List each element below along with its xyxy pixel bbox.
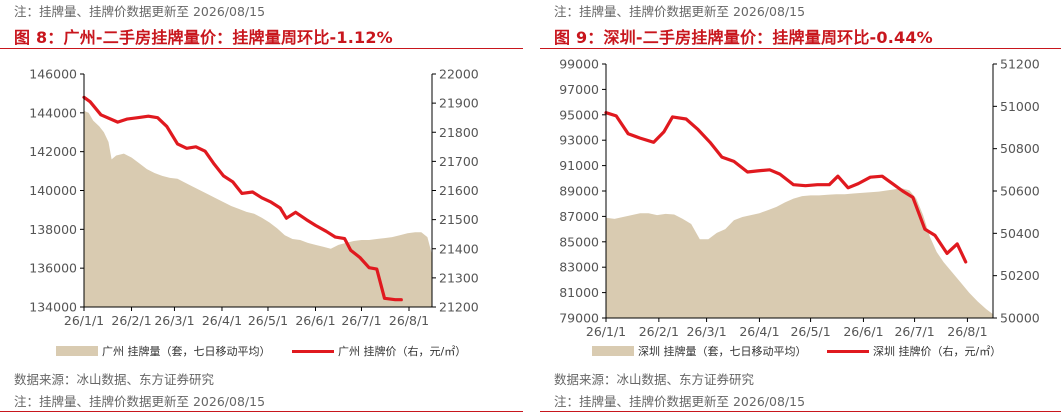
legend-area-label: 深圳 挂牌量（套，七日移动平均）	[638, 345, 807, 358]
listing-price-line	[82, 95, 403, 302]
left-tick-label: 97000	[559, 82, 599, 97]
title-divider	[540, 48, 1061, 49]
x-tick-label: 26/8/1	[947, 324, 987, 339]
x-tick-label: 26/4/1	[202, 313, 242, 328]
shenzhen-chart: 79000 81000 83000 85000 87000 89000 91000 93000…	[559, 57, 1040, 340]
right-tick-label: 50200	[1000, 268, 1040, 283]
legend-line-swatch	[827, 349, 869, 353]
legend-line-item: 深圳 挂牌价（右，元/㎡）	[827, 343, 1001, 359]
legend-area-label: 广州 挂牌量（套，七日移动平均）	[102, 345, 271, 358]
top-note: 注：挂牌量、挂牌价数据更新至 2026/08/15	[554, 4, 806, 19]
x-tick-label: 26/1/1	[64, 313, 104, 328]
x-tick-label: 26/1/1	[586, 324, 626, 339]
right-tick-label: 21900	[439, 96, 479, 111]
right-tick-label: 21600	[439, 183, 479, 198]
left-tick-label: 134000	[29, 300, 77, 315]
x-tick-label: 26/7/1	[341, 313, 381, 328]
right-tick-label: 51200	[1000, 57, 1040, 72]
legend-area-swatch	[56, 346, 98, 356]
x-tick-label: 26/6/1	[843, 324, 883, 339]
right-tick-label: 50600	[1000, 184, 1040, 199]
left-tick-label: 146000	[29, 67, 77, 82]
right-tick-label: 50000	[1000, 311, 1040, 326]
left-tick-label: 83000	[559, 260, 599, 275]
legend-line-label: 广州 挂牌价（右，元/㎡）	[338, 345, 467, 358]
data-source: 数据来源：冰山数据、东方证券研究	[14, 372, 215, 387]
right-tick-label: 50400	[1000, 226, 1040, 241]
right-tick-label: 21800	[439, 125, 479, 140]
left-tick-label: 140000	[29, 183, 77, 198]
legend-area-item: 广州 挂牌量（套，七日移动平均）	[56, 343, 271, 359]
left-tick-label: 93000	[559, 133, 599, 148]
figure-8-panel: 注：挂牌量、挂牌价数据更新至 2026/08/15 图 8：广州-二手房挂牌量价…	[0, 0, 523, 418]
left-tick-label: 79000	[559, 311, 599, 326]
x-tick-label: 26/7/1	[894, 324, 934, 339]
figure-title: 图 9：深圳-二手房挂牌量价：挂牌量周环比-0.44%	[554, 28, 933, 47]
listing-volume-area	[84, 110, 432, 308]
x-tick-label: 26/5/1	[248, 313, 288, 328]
right-tick-label: 21400	[439, 241, 479, 256]
legend-area-swatch	[592, 346, 634, 356]
x-tick-label: 26/5/1	[790, 324, 830, 339]
right-tick-label: 22000	[439, 67, 479, 82]
right-tick-label: 21300	[439, 270, 479, 285]
top-note: 注：挂牌量、挂牌价数据更新至 2026/08/15	[14, 4, 266, 19]
x-tick-label: 26/2/1	[639, 324, 679, 339]
figure-9-panel: 注：挂牌量、挂牌价数据更新至 2026/08/15 图 9：深圳-二手房挂牌量价…	[540, 0, 1061, 418]
x-tick-label: 26/6/1	[295, 313, 335, 328]
left-tick-label: 138000	[29, 222, 77, 237]
legend-line-label: 深圳 挂牌价（右，元/㎡）	[873, 345, 1002, 358]
left-tick-label: 91000	[559, 158, 599, 173]
bottom-note: 注：挂牌量、挂牌价数据更新至 2026/08/15	[14, 394, 266, 409]
left-tick-label: 87000	[559, 209, 599, 224]
listing-price-line	[604, 111, 968, 264]
left-tick-label: 99000	[559, 57, 599, 72]
left-tick-label: 85000	[559, 234, 599, 249]
legend-line-swatch	[292, 349, 334, 353]
left-tick-label: 89000	[559, 184, 599, 199]
right-tick-label: 21200	[439, 300, 479, 315]
figure-title: 图 8：广州-二手房挂牌量价：挂牌量周环比-1.12%	[14, 28, 393, 47]
left-tick-label: 136000	[29, 261, 77, 276]
bottom-note: 注：挂牌量、挂牌价数据更新至 2026/08/15	[554, 394, 806, 409]
right-tick-label: 50800	[1000, 141, 1040, 156]
right-tick-label: 21700	[439, 154, 479, 169]
x-tick-label: 26/3/1	[154, 313, 194, 328]
left-tick-label: 95000	[559, 107, 599, 122]
legend-area-item: 深圳 挂牌量（套，七日移动平均）	[592, 343, 807, 359]
data-source: 数据来源：冰山数据、东方证券研究	[554, 372, 755, 387]
right-tick-label: 51000	[1000, 99, 1040, 114]
left-tick-label: 81000	[559, 285, 599, 300]
legend-line-item: 广州 挂牌价（右，元/㎡）	[292, 343, 466, 359]
title-divider	[0, 48, 523, 49]
guangzhou-chart: 134000 136000 138000 140000 142000 144000 1460…	[29, 67, 479, 329]
x-tick-label: 26/2/1	[111, 313, 151, 328]
footer-divider	[0, 411, 523, 412]
left-tick-label: 142000	[29, 144, 77, 159]
right-tick-label: 21500	[439, 212, 479, 227]
listing-volume-area	[606, 188, 993, 318]
x-tick-label: 26/4/1	[739, 324, 779, 339]
left-tick-label: 144000	[29, 105, 77, 120]
footer-divider	[540, 411, 1061, 412]
x-tick-label: 26/8/1	[389, 313, 429, 328]
x-tick-label: 26/3/1	[686, 324, 726, 339]
